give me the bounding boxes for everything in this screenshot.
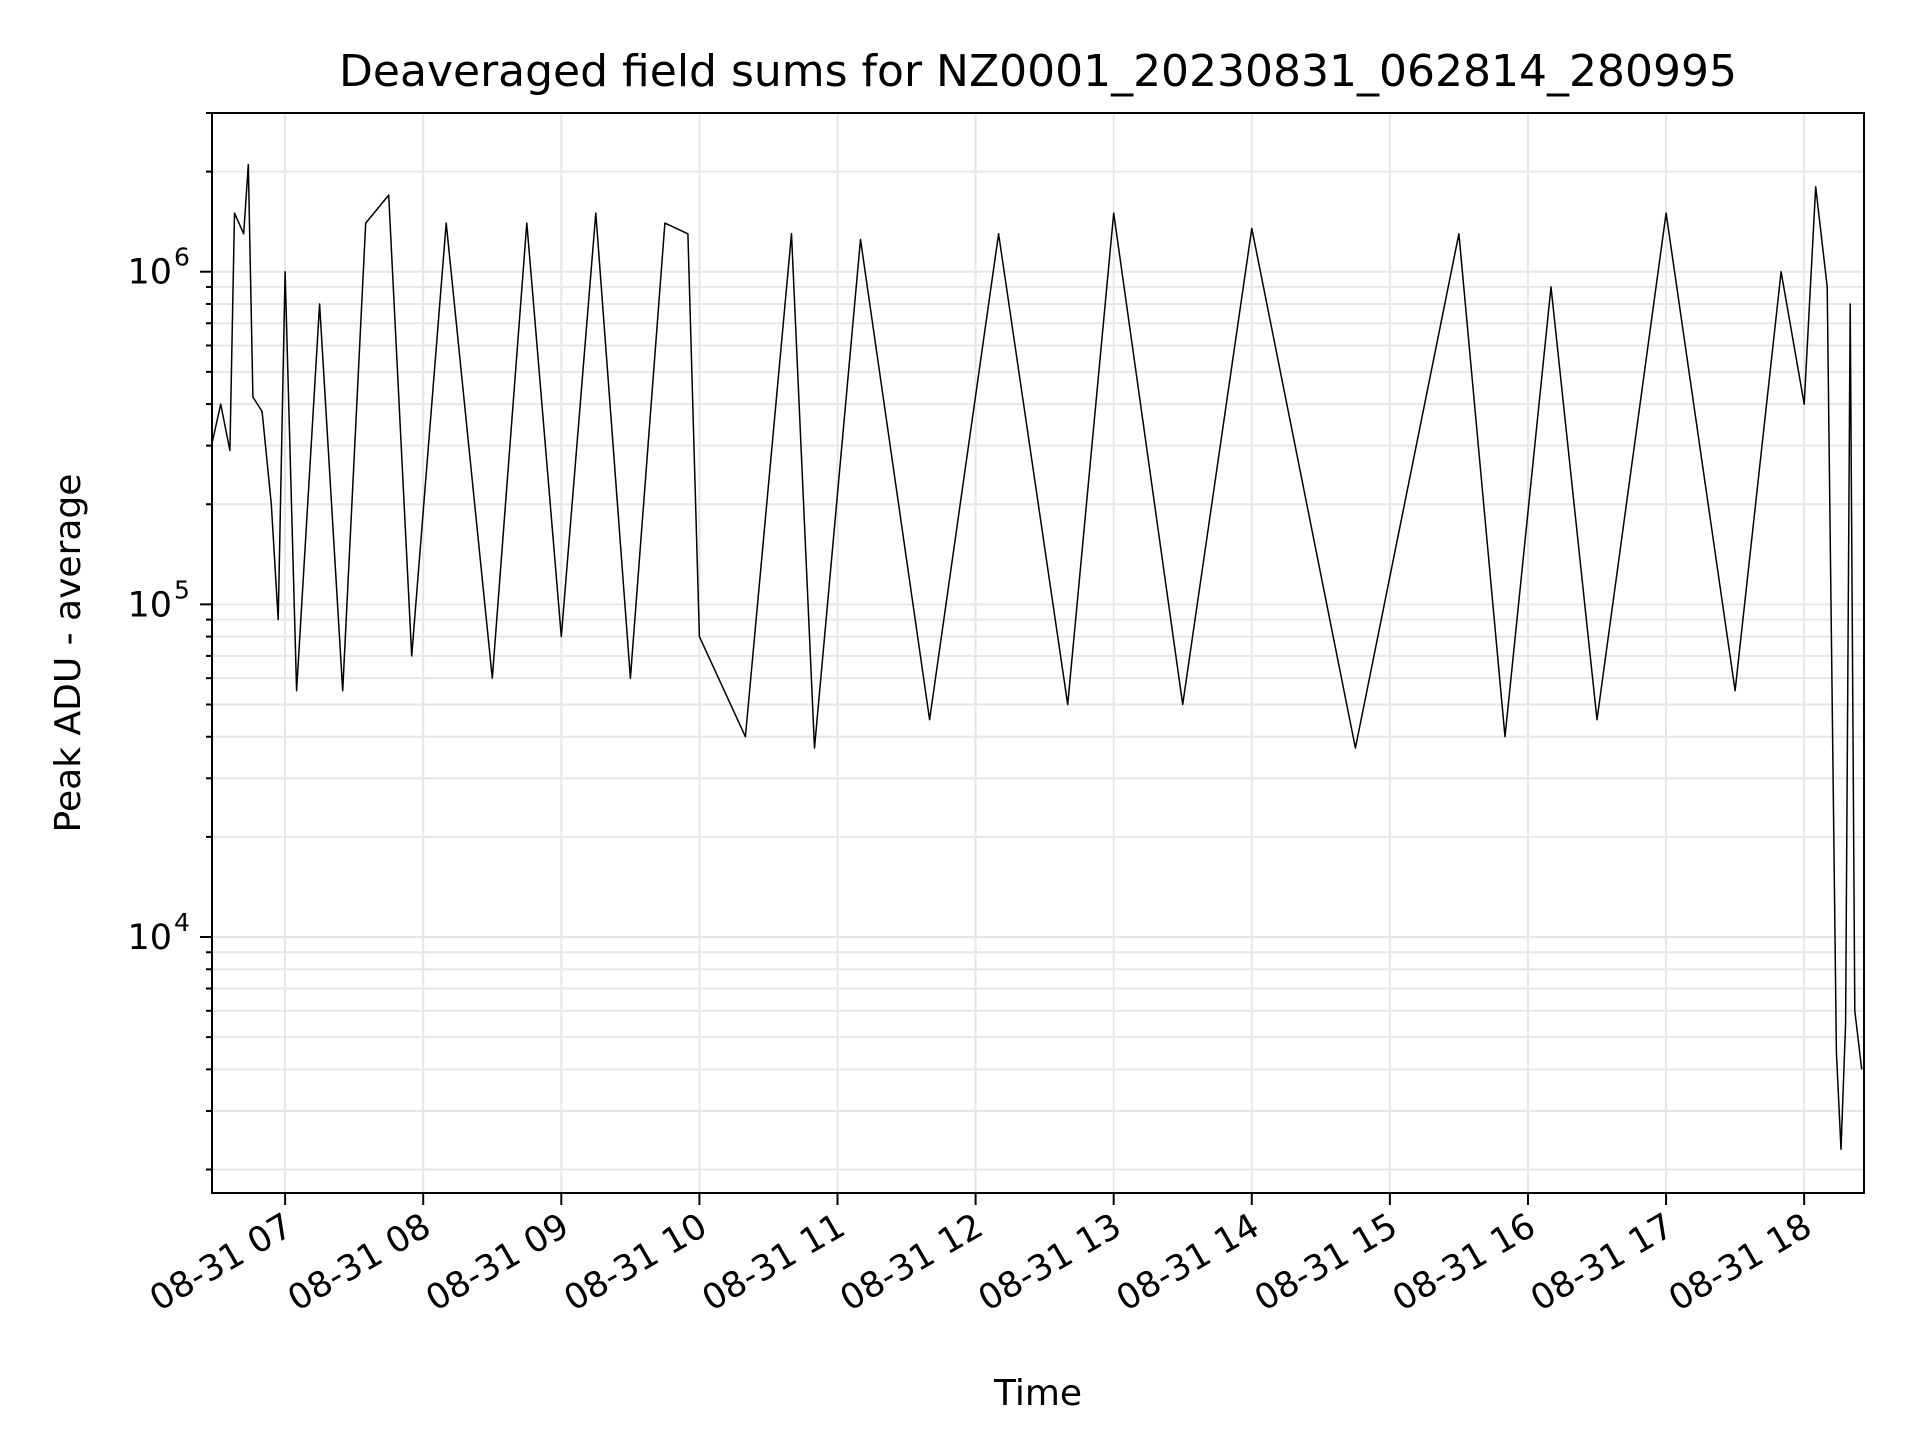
y-tick-base: 10 <box>127 585 172 625</box>
x-tick-label: 08-31 10 <box>558 1206 714 1319</box>
grid <box>212 112 1864 1193</box>
y-tick-label: 10 <box>127 918 172 958</box>
x-tick-label: 08-31 18 <box>1662 1206 1818 1319</box>
x-tick-label: 08-31 09 <box>420 1206 576 1319</box>
y-tick-label: 10 <box>127 253 172 293</box>
series-line <box>210 163 1863 1151</box>
x-tick-label: 08-31 08 <box>281 1206 437 1319</box>
x-axis-label: Time <box>993 1373 1082 1414</box>
x-tick-label: 08-31 17 <box>1524 1206 1680 1319</box>
x-tick-label: 08-31 15 <box>1248 1206 1404 1319</box>
y-tick-exponent: 4 <box>174 908 190 937</box>
x-tick-label: 08-31 13 <box>972 1206 1128 1319</box>
plot-frame <box>211 112 1865 1194</box>
x-tick-label: 08-31 12 <box>834 1206 990 1319</box>
x-tick-label: 08-31 14 <box>1110 1206 1266 1319</box>
x-tick-label: 08-31 16 <box>1386 1206 1542 1319</box>
y-tick-base: 10 <box>127 918 172 958</box>
y-axis-label: Peak ADU - average <box>48 474 89 833</box>
y-tick-base: 10 <box>127 253 172 293</box>
y-tick-exponent: 6 <box>174 243 190 272</box>
chart-title: Deaveraged field sums for NZ0001_2023083… <box>339 46 1737 97</box>
x-tick-label: 08-31 07 <box>143 1206 299 1319</box>
y-tick-exponent: 5 <box>174 575 190 604</box>
x-tick-label: 08-31 11 <box>696 1206 852 1319</box>
series <box>210 163 1863 1151</box>
y-tick-label: 10 <box>127 585 172 625</box>
